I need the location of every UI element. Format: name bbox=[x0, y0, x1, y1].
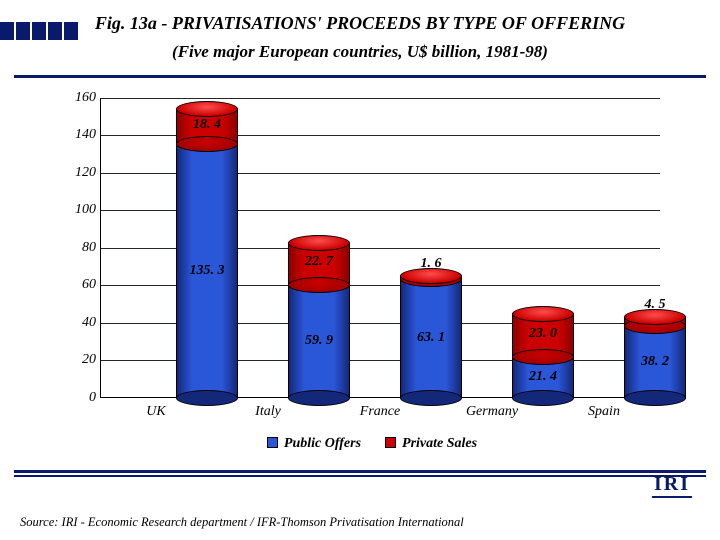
x-category-label: UK bbox=[146, 404, 165, 420]
value-label-public: 21. 4 bbox=[529, 369, 557, 385]
y-tick-label: 20 bbox=[50, 352, 96, 368]
iri-logo: IRI bbox=[652, 471, 692, 498]
title-line-2: (Five major European countries, U$ billi… bbox=[20, 39, 700, 65]
x-category-label: France bbox=[360, 404, 400, 420]
cap-bottom bbox=[512, 390, 574, 406]
x-category-label: Spain bbox=[588, 404, 620, 420]
decorative-blue-bars bbox=[0, 22, 78, 40]
stacked-bar bbox=[288, 98, 350, 398]
header-rule bbox=[14, 75, 706, 78]
legend-label: Private Sales bbox=[402, 436, 477, 451]
value-label-public: 38. 2 bbox=[641, 354, 669, 370]
cap-bottom bbox=[176, 390, 238, 406]
legend: Public Offers Private Sales bbox=[0, 436, 720, 452]
figure-title: Fig. 13a - PRIVATISATIONS' PROCEEDS BY T… bbox=[20, 10, 700, 65]
y-tick-label: 80 bbox=[50, 240, 96, 256]
cap-bottom bbox=[624, 390, 686, 406]
x-category-label: Italy bbox=[255, 404, 281, 420]
value-label-public: 63. 1 bbox=[417, 330, 445, 346]
value-label-private: 4. 5 bbox=[645, 297, 666, 313]
plot-area: 135. 3 18. 4 59. 9 22. 7 63. 1 1. 6 21. 4 23. 0… bbox=[100, 98, 660, 398]
source-text: Source: IRI - Economic Research departme… bbox=[20, 515, 464, 530]
cap-bottom bbox=[400, 390, 462, 406]
value-label-public: 135. 3 bbox=[190, 263, 225, 279]
y-tick-label: 100 bbox=[50, 202, 96, 218]
footer-rule bbox=[14, 470, 706, 478]
stacked-bar bbox=[624, 98, 686, 398]
title-line-1: Fig. 13a - PRIVATISATIONS' PROCEEDS BY T… bbox=[20, 10, 700, 37]
header: Fig. 13a - PRIVATISATIONS' PROCEEDS BY T… bbox=[0, 0, 720, 65]
y-tick-label: 140 bbox=[50, 127, 96, 143]
legend-swatch bbox=[385, 437, 396, 448]
y-tick-label: 120 bbox=[50, 165, 96, 181]
x-category-label: Germany bbox=[466, 404, 518, 420]
stacked-bar bbox=[176, 98, 238, 398]
y-tick-label: 60 bbox=[50, 277, 96, 293]
y-tick-label: 160 bbox=[50, 90, 96, 106]
cap-bottom bbox=[288, 390, 350, 406]
stacked-bar bbox=[512, 98, 574, 398]
stacked-bar bbox=[400, 98, 462, 398]
cap-top bbox=[176, 101, 238, 117]
value-label-private: 23. 0 bbox=[529, 326, 557, 342]
legend-swatch bbox=[267, 437, 278, 448]
y-tick-label: 40 bbox=[50, 315, 96, 331]
cap-mid bbox=[512, 349, 574, 365]
value-label-public: 59. 9 bbox=[305, 333, 333, 349]
chart: 135. 3 18. 4 59. 9 22. 7 63. 1 1. 6 21. 4 23. 0… bbox=[50, 98, 670, 428]
y-tick-label: 0 bbox=[50, 390, 96, 406]
cap-top bbox=[512, 306, 574, 322]
cap-mid bbox=[288, 277, 350, 293]
legend-label: Public Offers bbox=[284, 436, 361, 451]
value-label-private: 1. 6 bbox=[421, 256, 442, 272]
value-label-private: 18. 4 bbox=[193, 117, 221, 133]
value-label-private: 22. 7 bbox=[305, 254, 333, 270]
